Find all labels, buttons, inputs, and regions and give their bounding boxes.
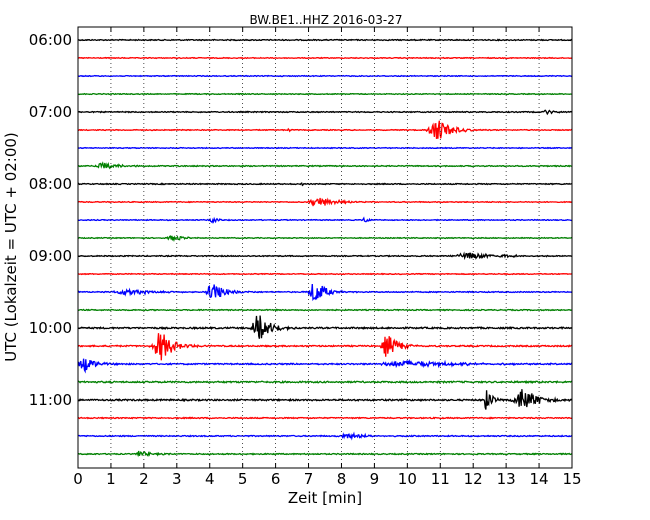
x-tick-label: 14 xyxy=(530,470,549,488)
trace-0715 xyxy=(77,120,573,139)
trace-0815 xyxy=(77,197,573,207)
x-tick-label: 1 xyxy=(106,470,116,488)
x-tick-label: 10 xyxy=(398,470,417,488)
trace-1045 xyxy=(77,379,573,384)
chart-title: BW.BE1..HHZ 2016-03-27 xyxy=(249,13,402,27)
x-tick-label: 13 xyxy=(497,470,516,488)
x-tick-label: 2 xyxy=(139,470,149,488)
x-tick-label: 4 xyxy=(205,470,215,488)
traces-group xyxy=(77,38,573,458)
trace-0745 xyxy=(78,161,573,170)
x-tick-label: 5 xyxy=(238,470,248,488)
y-tick-label: 10:00 xyxy=(29,319,72,337)
trace-1030 xyxy=(77,358,573,374)
x-axis-ticks: 0 1 2 3 4 5 6 7 8 9 10 11 12 13 14 15 xyxy=(73,27,582,488)
x-axis-label: Zeit [min] xyxy=(288,489,362,507)
x-tick-label: 0 xyxy=(73,470,83,488)
trace-1015 xyxy=(77,333,573,361)
x-tick-label: 8 xyxy=(337,470,347,488)
y-tick-label: 11:00 xyxy=(29,391,72,409)
trace-0600 xyxy=(77,38,572,42)
x-tick-label: 11 xyxy=(431,470,450,488)
x-tick-label: 15 xyxy=(562,470,581,488)
trace-0830 xyxy=(77,216,573,224)
trace-0845 xyxy=(77,235,573,243)
trace-0615 xyxy=(78,56,573,60)
x-tick-label: 12 xyxy=(464,470,483,488)
x-tick-label: 3 xyxy=(172,470,182,488)
trace-1115 xyxy=(77,416,572,420)
trace-0630 xyxy=(78,74,573,78)
trace-0800 xyxy=(77,182,573,187)
trace-1100 xyxy=(77,389,573,410)
y-tick-label: 07:00 xyxy=(29,103,72,121)
y-tick-label: 09:00 xyxy=(29,247,72,265)
trace-0900 xyxy=(77,251,573,261)
y-tick-label: 06:00 xyxy=(29,31,72,49)
trace-0645 xyxy=(77,92,572,96)
x-tick-label: 6 xyxy=(271,470,281,488)
x-tick-label: 7 xyxy=(304,470,314,488)
y-axis-label: UTC (Lokalzeit = UTC + 02:00) xyxy=(2,132,20,362)
grid-group xyxy=(110,27,540,468)
trace-1000 xyxy=(77,315,573,339)
trace-1145 xyxy=(77,450,573,458)
plot-frame xyxy=(77,26,573,469)
x-tick-label: 9 xyxy=(370,470,380,488)
trace-0915 xyxy=(77,272,573,276)
trace-0730 xyxy=(77,146,573,150)
trace-0930 xyxy=(77,283,573,302)
trace-0945 xyxy=(77,308,573,312)
y-axis-ticks: 06:00 07:00 08:00 09:00 10:00 11:00 xyxy=(29,31,572,409)
y-tick-label: 08:00 xyxy=(29,175,72,193)
trace-1130 xyxy=(77,431,573,441)
trace-0700 xyxy=(77,109,573,116)
